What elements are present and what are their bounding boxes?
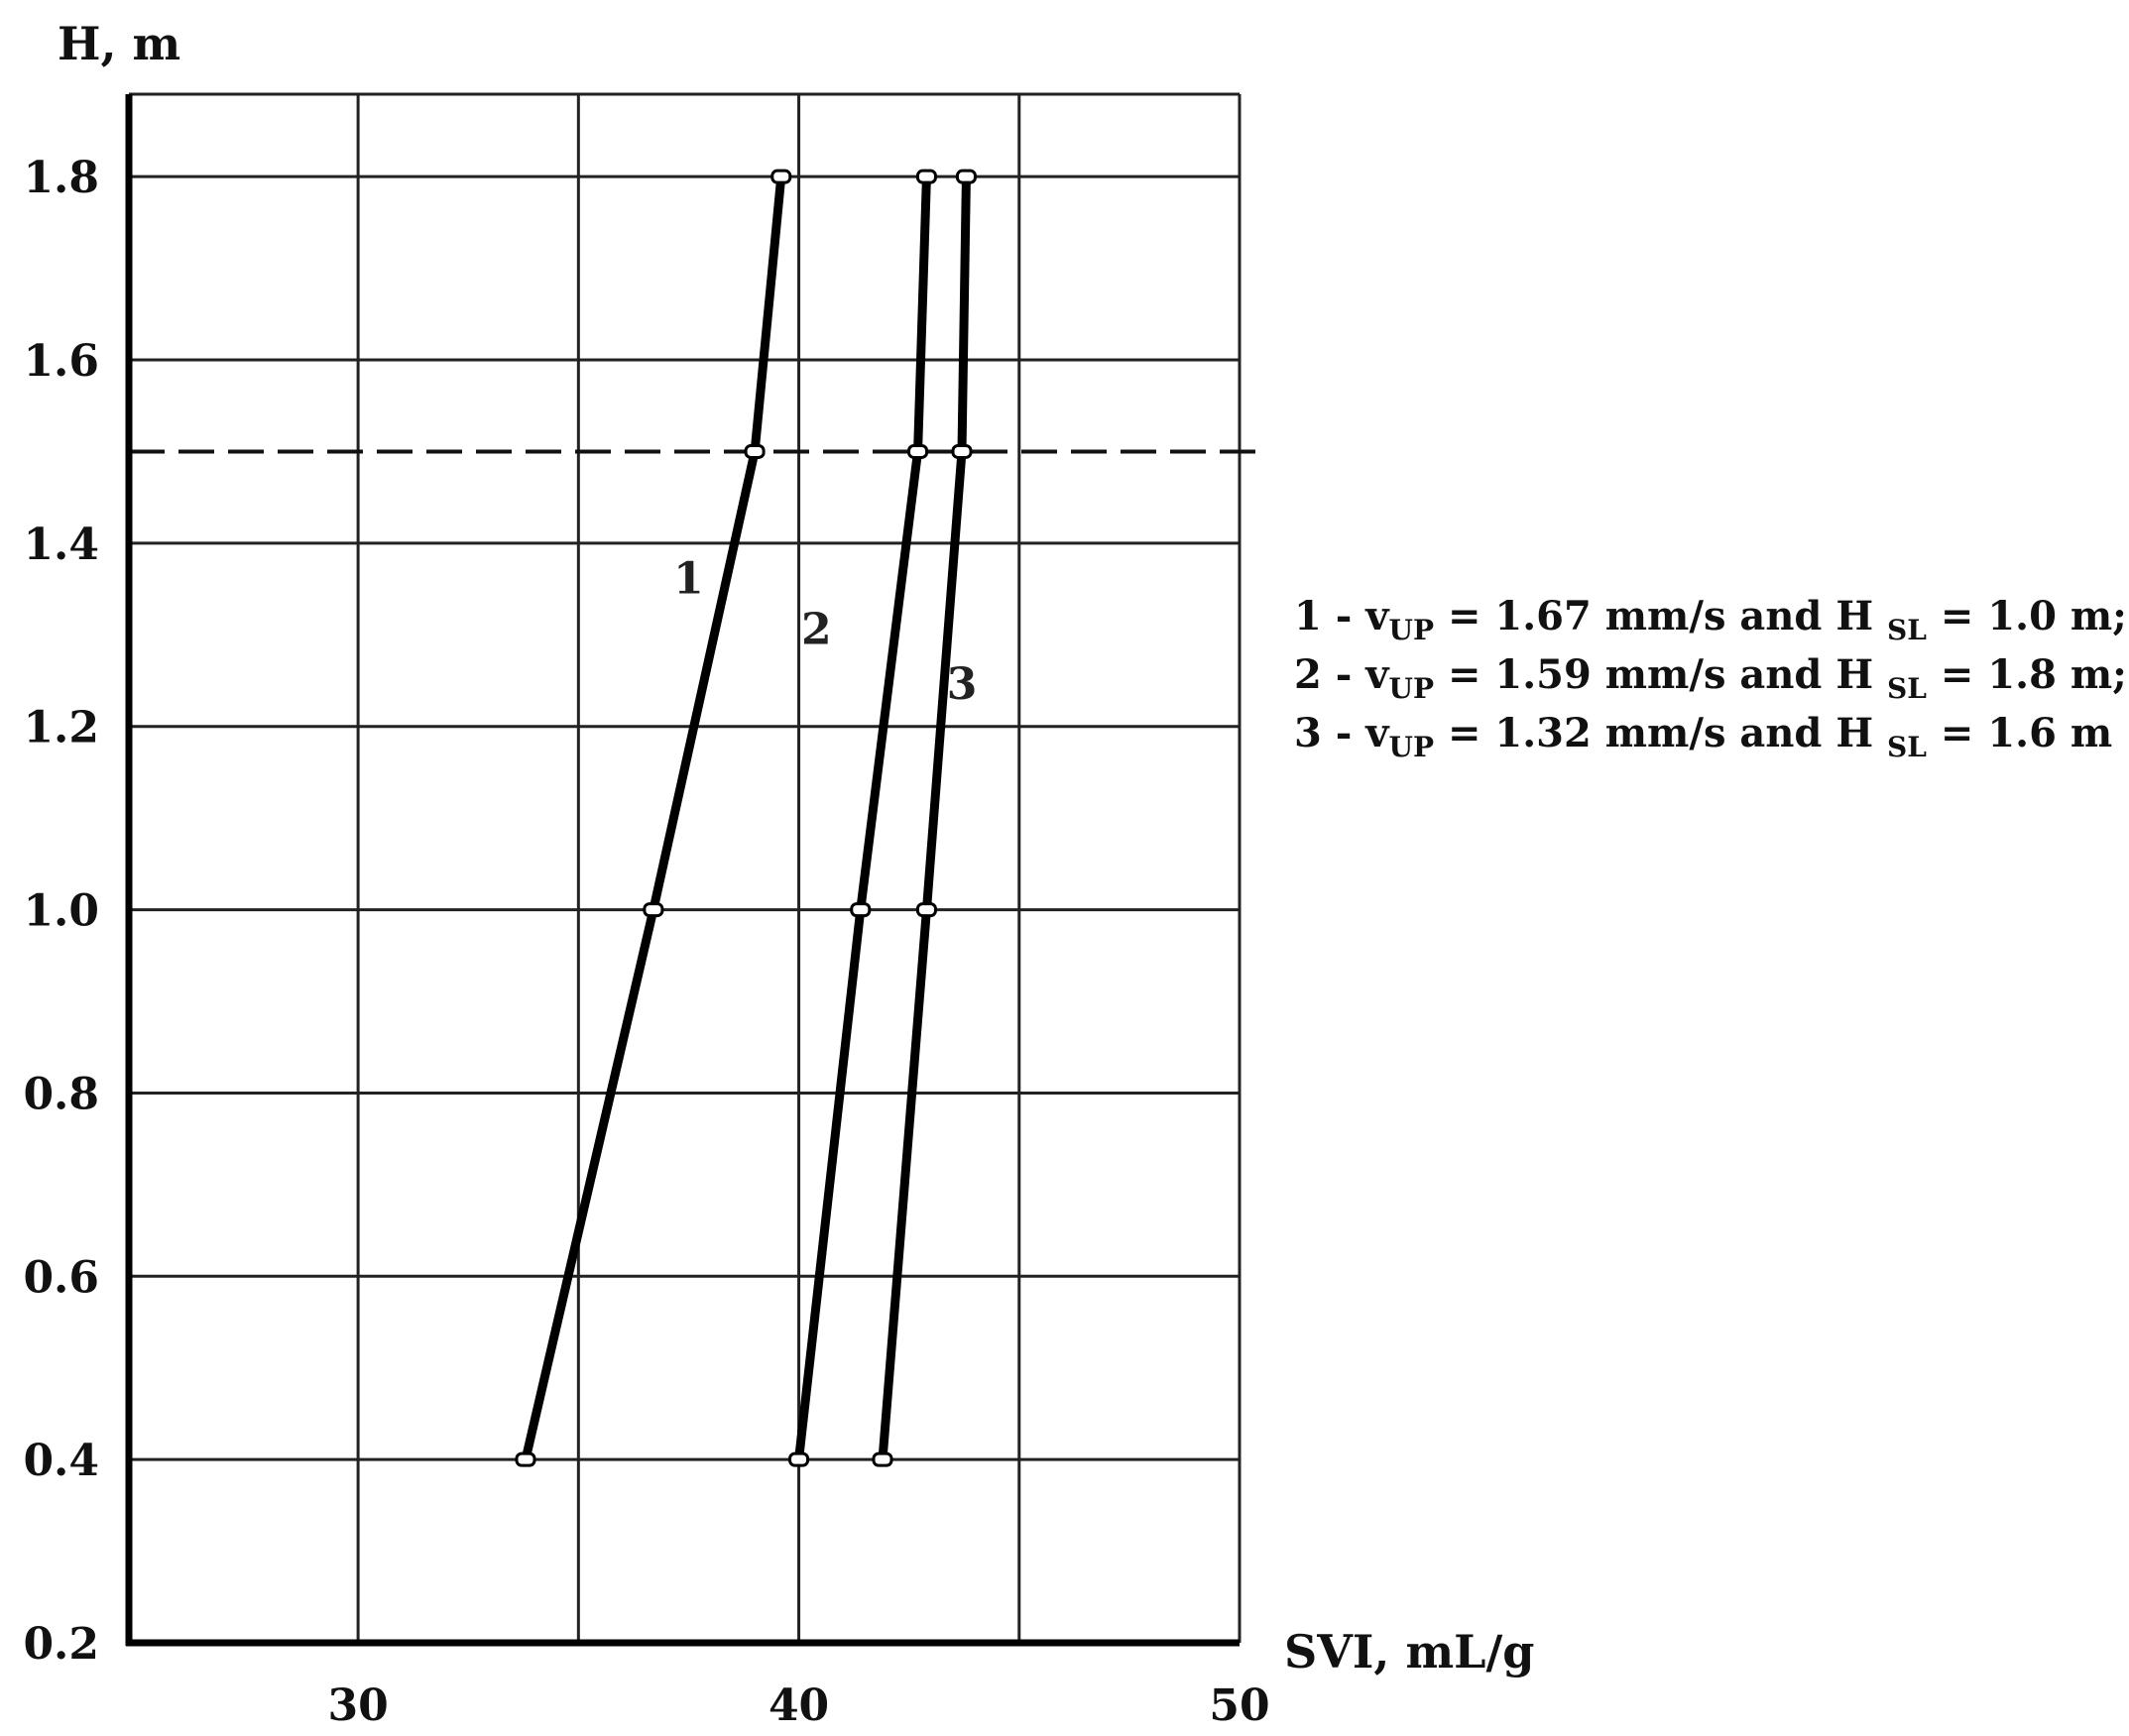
x-tick-label: 30 [327,1680,388,1731]
series-point [915,902,937,918]
tick-labels: 0.2 0.4 0.6 0.8 1.0 1.2 1.4 1.6 1.8 30 40 50 [23,153,1269,1731]
series-label: 1 [673,554,704,605]
series-line [794,176,931,1460]
legend-entry: 2 - vUP = 1.59 mm/s and H SL = 1.8 m; [1294,651,2127,705]
series-point [643,902,664,918]
series-line [878,176,971,1460]
series-label: 3 [947,659,978,710]
legend-entry: 1 - vUP = 1.67 mm/s and H SL = 1.0 m; [1294,593,2127,646]
y-tick-label: 0.6 [23,1252,99,1303]
y-tick-label: 1.0 [23,886,99,937]
grid [129,92,1242,1643]
y-tick-label: 1.8 [23,153,99,203]
y-tick-label: 0.8 [23,1069,99,1119]
y-tick-label: 1.2 [23,703,99,753]
y-tick-label: 1.6 [23,336,99,387]
series-group: 1 2 3 [515,169,978,1467]
y-tick-label: 0.4 [23,1436,99,1486]
axes [125,94,1240,1647]
series-point [915,169,937,184]
legend-entry: 3 - vUP = 1.32 mm/s and H SL = 1.6 m [1294,710,2112,763]
series-point [744,443,766,459]
x-axis-title: SVI, mL/g [1284,1625,1534,1678]
series-point [770,169,792,184]
series-label: 2 [801,605,832,655]
y-tick-label: 1.4 [23,520,99,570]
series-point [850,902,872,918]
x-tick-label: 40 [769,1680,829,1731]
legend: 1 - vUP = 1.67 mm/s and H SL = 1.0 m;2 -… [1294,593,2127,763]
x-tick-label: 50 [1209,1680,1269,1731]
series-point [788,1451,810,1467]
y-axis-title: H, m [58,17,180,70]
y-tick-label: 0.2 [23,1619,99,1670]
series-point [872,1451,893,1467]
series-point [955,169,977,184]
series-point [951,443,973,459]
series-point [907,443,929,459]
series-line [521,175,786,1461]
series-point [515,1451,536,1467]
